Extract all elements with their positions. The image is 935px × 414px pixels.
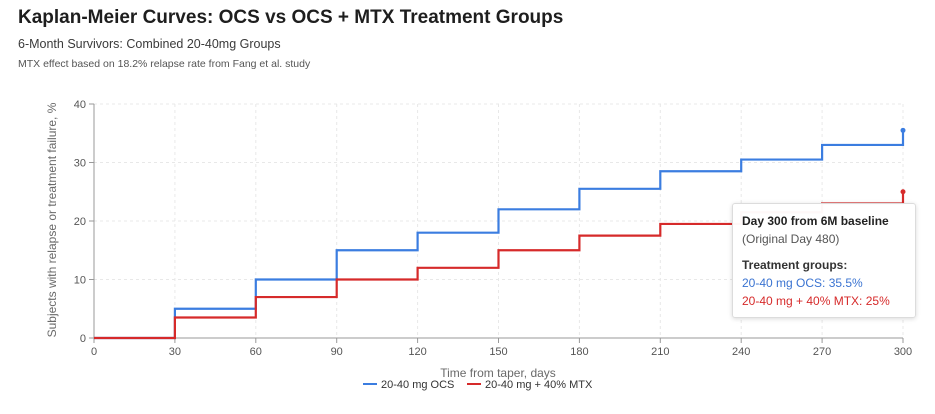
y-tick-label: 40 <box>74 99 86 111</box>
series-endpoint-ocs <box>900 127 906 133</box>
tooltip-mtx-value: 20-40 mg + 40% MTX: 25% <box>742 294 890 308</box>
legend: 20-40 mg OCS 20-40 mg + 40% MTX <box>363 379 593 391</box>
x-tick-label: 120 <box>408 346 426 358</box>
tooltip-title: Day 300 from 6M baseline <box>742 214 889 228</box>
tooltip-heading: Treatment groups: <box>742 258 848 272</box>
y-tick-label: 30 <box>74 158 86 170</box>
x-tick-label: 240 <box>732 346 750 358</box>
chart-subtitle: 6-Month Survivors: Combined 20-40mg Grou… <box>18 37 281 51</box>
tooltip-subtitle: (Original Day 480) <box>742 232 840 246</box>
tooltip-ocs-value: 20-40 mg OCS: 35.5% <box>742 276 863 290</box>
y-tick-label: 20 <box>74 216 86 228</box>
y-tick-label: 0 <box>80 333 86 345</box>
x-tick-label: 30 <box>169 346 181 358</box>
x-tick-label: 300 <box>894 346 912 358</box>
y-axis-title: Subjects with relapse or treatment failu… <box>45 102 59 337</box>
x-axis-title: Time from taper, days <box>440 366 556 380</box>
x-tick-label: 90 <box>331 346 343 358</box>
x-tick-label: 150 <box>489 346 507 358</box>
legend-label-mtx: 20-40 mg + 40% MTX <box>485 379 593 391</box>
x-tick-label: 270 <box>813 346 831 358</box>
axes <box>89 103 904 343</box>
x-tick-label: 60 <box>250 346 262 358</box>
hover-tooltip: Day 300 from 6M baseline (Original Day 4… <box>732 203 916 318</box>
y-tick-labels: 0 10 20 30 40 <box>74 99 86 345</box>
x-tick-labels: 0 30 60 90 120 150 180 210 240 270 300 <box>91 346 912 358</box>
chart-note: MTX effect based on 18.2% relapse rate f… <box>18 58 311 70</box>
series-endpoint-mtx <box>900 189 906 195</box>
y-tick-label: 10 <box>74 275 86 287</box>
x-tick-label: 180 <box>570 346 588 358</box>
chart-title: Kaplan-Meier Curves: OCS vs OCS + MTX Tr… <box>18 7 564 28</box>
legend-label-ocs: 20-40 mg OCS <box>381 379 454 391</box>
x-tick-label: 210 <box>651 346 669 358</box>
x-tick-label: 0 <box>91 346 97 358</box>
